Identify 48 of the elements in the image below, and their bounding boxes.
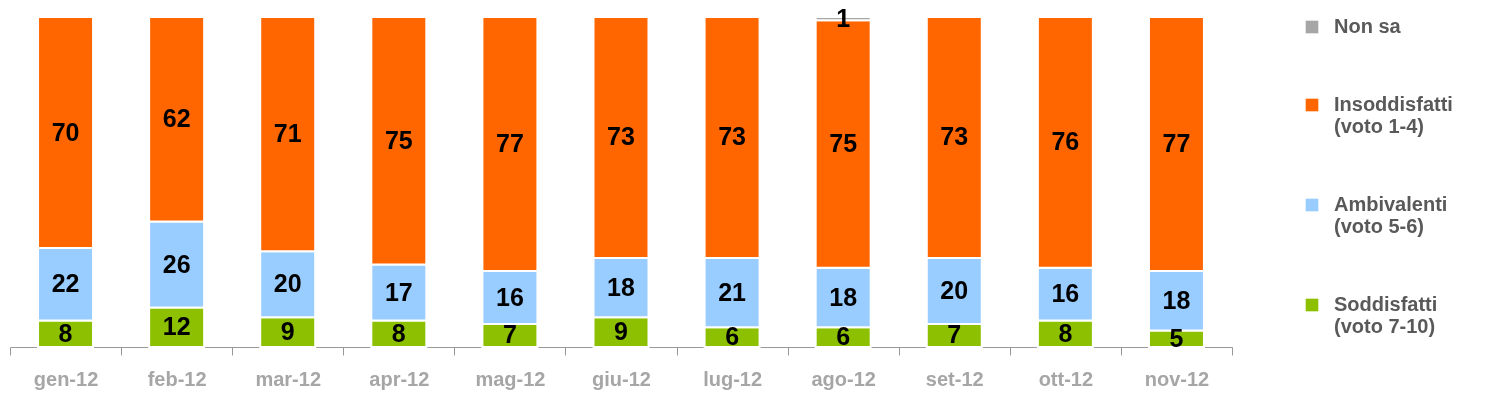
data-label: 21 [718, 277, 747, 306]
x-tick-label: giu-12 [592, 367, 651, 390]
data-label: 12 [162, 312, 191, 341]
data-label: 8 [1058, 318, 1073, 347]
x-tick-label: nov-12 [1144, 367, 1210, 390]
data-label: 20 [273, 269, 302, 298]
data-label: 7 [502, 320, 517, 349]
data-label: 73 [607, 122, 635, 151]
data-label: 18 [829, 282, 858, 311]
x-tick-label: lug-12 [703, 367, 763, 390]
data-label: 16 [496, 282, 524, 311]
legend-label: Insoddisfatti (voto 1-4) [1334, 93, 1453, 137]
x-tick-label: gen-12 [33, 367, 99, 390]
data-label: 8 [58, 318, 73, 347]
x-tick-label: feb-12 [147, 367, 207, 390]
data-label: 20 [940, 275, 969, 304]
data-label: 9 [614, 317, 628, 346]
data-label: 16 [1051, 279, 1080, 308]
data-label: 18 [1162, 285, 1191, 314]
data-label: 73 [718, 122, 746, 151]
data-label: 6 [725, 322, 740, 351]
data-label: 76 [1051, 127, 1080, 156]
data-label: 18 [607, 272, 635, 301]
data-label: 7 [947, 320, 962, 349]
x-tick-label: ago-12 [811, 367, 876, 390]
data-label: 70 [51, 117, 80, 146]
data-label: 75 [829, 129, 858, 158]
data-label: 73 [940, 122, 969, 151]
data-label: 77 [496, 129, 524, 158]
data-label: 22 [51, 269, 80, 298]
data-label: 62 [162, 104, 191, 133]
data-label: 8 [391, 318, 406, 347]
x-tick-label: set-12 [925, 367, 984, 390]
data-label: 26 [162, 249, 191, 278]
x-tick-label: ott-12 [1038, 367, 1094, 390]
x-tick-label: mag-12 [475, 367, 546, 390]
legend-label: Non sa [1334, 15, 1402, 37]
data-label: 17 [384, 277, 413, 306]
legend-label: Soddisfatti (voto 7-10) [1334, 293, 1438, 337]
legend-label: Ambivalenti (voto 5-6) [1334, 193, 1448, 237]
x-tick-label: mar-12 [255, 367, 322, 390]
data-label: 9 [280, 317, 295, 346]
data-label: 77 [1162, 129, 1191, 158]
data-label: 5 [1169, 323, 1184, 352]
data-label: 75 [384, 125, 413, 154]
x-tick-label: apr-12 [369, 367, 430, 390]
data-label: 71 [273, 119, 302, 148]
data-label: 6 [836, 322, 851, 351]
